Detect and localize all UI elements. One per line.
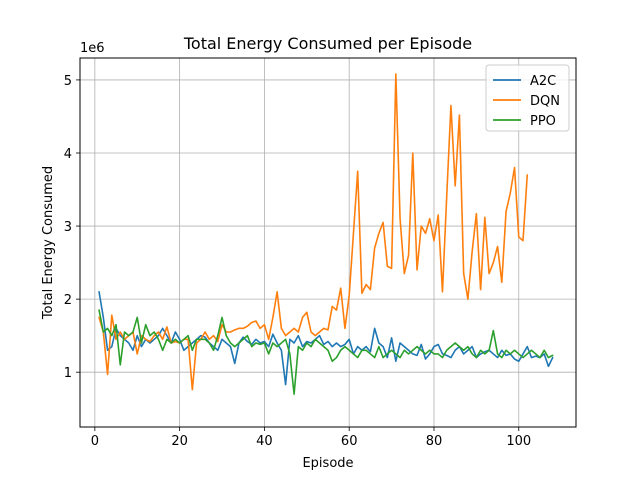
y-tick-label: 4 bbox=[64, 147, 72, 162]
series-line-dqn bbox=[98, 73, 529, 391]
legend-label-dqn: DQN bbox=[530, 94, 560, 109]
x-tick-label: 80 bbox=[426, 434, 443, 449]
chart-title: Total Energy Consumed per Episode bbox=[183, 34, 472, 53]
legend-label-ppo: PPO bbox=[530, 114, 556, 129]
y-tick-label: 5 bbox=[64, 74, 72, 89]
x-tick-label: 60 bbox=[341, 434, 358, 449]
x-tick-label: 20 bbox=[171, 434, 188, 449]
plot-frame bbox=[79, 57, 577, 428]
y-tick-label: 3 bbox=[64, 220, 72, 235]
legend-box bbox=[485, 64, 570, 132]
x-tick-label: 0 bbox=[91, 434, 99, 449]
y-axis-scale-label: 1e6 bbox=[80, 41, 105, 56]
series-line-ppo bbox=[98, 309, 554, 395]
legend-items: A2C DQN PPO bbox=[493, 74, 560, 129]
series-lines bbox=[98, 73, 554, 395]
x-tick-label: 100 bbox=[506, 434, 531, 449]
x-axis-title: Episode bbox=[302, 456, 353, 471]
x-tick-label: 40 bbox=[256, 434, 273, 449]
legend-label-a2c: A2C bbox=[530, 74, 556, 89]
y-tick-label: 1 bbox=[64, 366, 72, 381]
y-tick-label: 2 bbox=[64, 293, 72, 308]
y-axis-title: Total Energy Consumed bbox=[41, 166, 56, 320]
legend: A2C DQN PPO bbox=[485, 64, 570, 132]
ticks: 0 20 40 60 80 100 1 2 3 4 5 bbox=[64, 74, 531, 449]
